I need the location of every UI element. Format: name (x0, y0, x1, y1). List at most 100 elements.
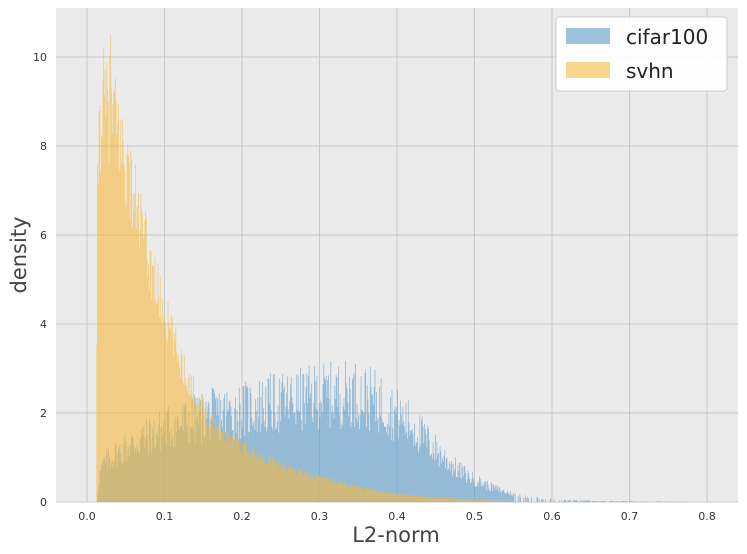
histogram-bar-svhn (130, 150, 132, 502)
histogram-bar-svhn (145, 211, 146, 502)
histogram-bar-svhn (259, 461, 260, 502)
histogram-bar-cifar100 (406, 432, 408, 502)
histogram-bar-cifar100 (346, 388, 348, 502)
histogram-bar-cifar100 (250, 392, 252, 502)
histogram-bar-cifar100 (287, 408, 289, 502)
histogram-bar-svhn (378, 492, 380, 502)
histogram-bar-svhn (237, 440, 239, 502)
histogram-bar-cifar100 (497, 491, 499, 502)
histogram-bar-cifar100 (374, 369, 376, 502)
histogram-bar-svhn (296, 474, 298, 502)
histogram-bar-svhn (329, 477, 331, 502)
histogram-bar-svhn (442, 497, 444, 502)
histogram-bar-cifar100 (304, 402, 305, 502)
histogram-bar-svhn (450, 498, 452, 502)
histogram-bar-svhn (467, 499, 469, 502)
histogram-bar-svhn (416, 495, 418, 502)
histogram-bar-svhn (506, 500, 508, 502)
histogram-bar-svhn (155, 298, 157, 502)
histogram-bar-svhn (197, 405, 199, 502)
histogram-bar-svhn (123, 163, 125, 502)
histogram-bar-svhn (122, 140, 124, 502)
x-axis-title: L2-norm (352, 523, 440, 547)
histogram-bar-cifar100 (517, 496, 519, 502)
histogram-bar-svhn (428, 497, 430, 502)
histogram-bar-cifar100 (503, 491, 505, 502)
histogram-bar-cifar100 (324, 377, 325, 502)
histogram-bar-cifar100 (461, 479, 463, 502)
histogram-bar-cifar100 (373, 386, 375, 502)
histogram-bar-cifar100 (538, 498, 540, 502)
histogram-bar-svhn (256, 455, 258, 502)
histogram-bar-svhn (100, 135, 102, 502)
histogram-bar-cifar100 (403, 426, 405, 502)
histogram-bar-svhn (226, 429, 228, 502)
histogram-bar-cifar100 (355, 364, 356, 502)
histogram-bar-svhn (118, 103, 119, 502)
histogram-bar-svhn (473, 499, 475, 502)
histogram-bar-svhn (162, 319, 164, 502)
histogram-bar-svhn (489, 500, 491, 502)
histogram-bar-cifar100 (409, 435, 411, 502)
histogram-bar-cifar100 (455, 476, 457, 502)
histogram-bar-cifar100 (493, 486, 495, 502)
histogram-bar-cifar100 (460, 462, 462, 502)
histogram-bar-svhn (302, 476, 304, 502)
histogram-bar-svhn (211, 414, 212, 502)
histogram-bar-svhn (483, 499, 485, 502)
histogram-bar-cifar100 (418, 447, 420, 502)
histogram-bar-cifar100 (422, 426, 424, 502)
histogram-bar-cifar100 (255, 399, 257, 502)
histogram-bar-svhn (486, 500, 487, 502)
histogram-bar-cifar100 (262, 382, 263, 502)
histogram-bar-svhn (152, 264, 153, 502)
histogram-bar-svhn (165, 321, 167, 502)
histogram-bar-svhn (484, 500, 486, 502)
histogram-bar-svhn (111, 133, 113, 502)
histogram-bar-cifar100 (389, 426, 391, 502)
histogram-bar-svhn (320, 477, 322, 502)
histogram-bar-cifar100 (289, 400, 291, 502)
histogram-bar-cifar100 (390, 396, 391, 502)
histogram-bar-svhn (476, 499, 478, 502)
histogram-bar-cifar100 (247, 388, 249, 502)
histogram-bar-svhn (192, 398, 194, 502)
histogram-bar-svhn (169, 329, 170, 502)
histogram-bar-svhn (162, 298, 164, 502)
histogram-bar-cifar100 (599, 501, 601, 502)
histogram-bar-svhn (147, 277, 149, 502)
histogram-bar-svhn (186, 390, 188, 502)
histogram-bar-cifar100 (282, 373, 284, 502)
histogram-bar-svhn (414, 494, 415, 502)
x-tick-label: 0.2 (233, 510, 251, 523)
histogram-bar-svhn (125, 207, 127, 503)
histogram-bar-svhn (254, 454, 256, 502)
histogram-bar-svhn (190, 375, 192, 502)
histogram-bar-svhn (189, 374, 191, 502)
histogram-bar-cifar100 (242, 386, 244, 502)
histogram-bar-cifar100 (417, 436, 418, 502)
histogram-bar-svhn (128, 155, 129, 502)
histogram-bar-svhn (126, 154, 128, 503)
histogram-bar-cifar100 (631, 501, 633, 502)
histogram-bar-cifar100 (365, 369, 367, 502)
histogram-bar-svhn (213, 428, 215, 502)
histogram-bar-cifar100 (376, 392, 377, 502)
histogram-bar-cifar100 (568, 500, 570, 502)
histogram-bar-svhn (284, 467, 286, 502)
histogram-bar-svhn (135, 228, 137, 502)
histogram-bar-svhn (214, 429, 215, 502)
histogram-bar-cifar100 (400, 414, 402, 502)
histogram-bar-cifar100 (644, 501, 646, 502)
histogram-bar-cifar100 (439, 446, 441, 502)
histogram-bar-cifar100 (465, 473, 467, 502)
histogram-bar-svhn (240, 439, 242, 502)
histogram-bar-svhn (307, 471, 309, 502)
histogram-bar-cifar100 (472, 471, 474, 502)
histogram-bar-cifar100 (341, 423, 343, 502)
histogram-bar-cifar100 (245, 381, 246, 502)
histogram-bar-svhn (102, 79, 104, 502)
histogram-bar-svhn (293, 471, 294, 502)
histogram-bar-svhn (227, 432, 229, 502)
histogram-bar-svhn (490, 500, 491, 502)
